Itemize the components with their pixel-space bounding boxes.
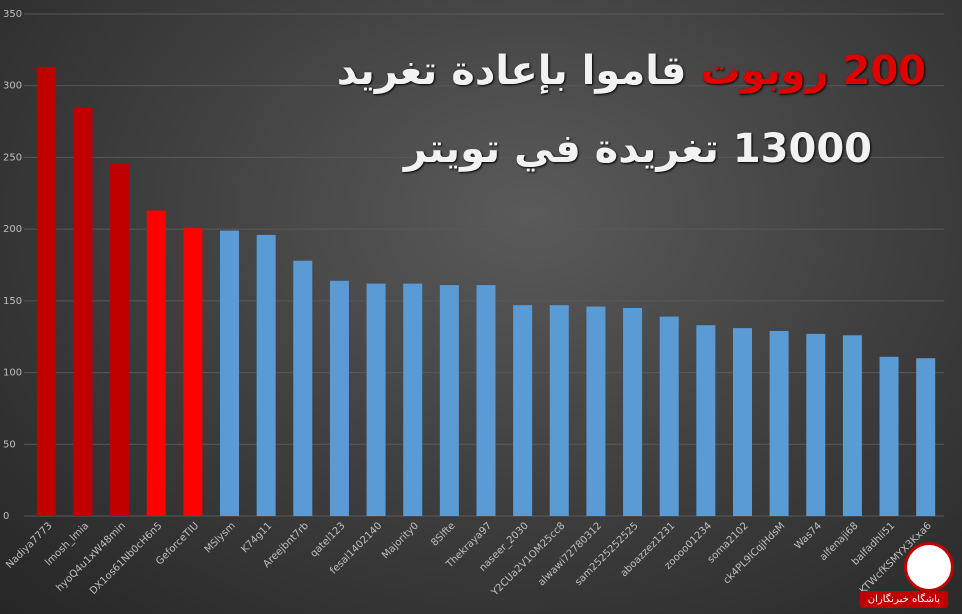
- y-tick-label: 300: [3, 81, 22, 92]
- x-tick-label: DX1os61Nb0cH6n5: [88, 520, 165, 597]
- subtitle: 13000 تغريدة في تويتر: [403, 126, 872, 172]
- bar: [256, 234, 276, 516]
- bar: [806, 333, 826, 516]
- y-tick-label: 0: [3, 511, 9, 522]
- x-tick-label: Majority0: [380, 520, 421, 561]
- bar: [916, 358, 936, 516]
- bar: [366, 283, 386, 516]
- bar: [183, 227, 203, 517]
- y-tick-label: 250: [3, 152, 22, 163]
- x-tick-label: MSlysm: [203, 520, 238, 555]
- bar: [293, 260, 313, 516]
- x-tick-label: hyoQ4u1xW48min: [55, 520, 128, 593]
- x-tick-label: K74g11: [240, 520, 275, 555]
- x-tick-label: sam2525252525: [573, 520, 641, 588]
- bar: [549, 305, 569, 516]
- bar: [36, 67, 56, 516]
- bar: [696, 325, 716, 516]
- bar: [439, 285, 459, 516]
- bar: [879, 356, 899, 516]
- bar: [110, 163, 130, 516]
- bar: [842, 335, 862, 516]
- bar: [403, 283, 423, 516]
- x-tick-label: 8Slfte: [429, 520, 457, 548]
- watermark: باشگاه خبرنگاران: [859, 591, 948, 608]
- bar: [659, 316, 679, 516]
- x-tick-label: qatel123: [308, 520, 347, 559]
- y-tick-label: 350: [3, 9, 22, 20]
- title-highlight: 200 روبوت: [700, 48, 926, 94]
- bar: [586, 306, 606, 516]
- bar: [73, 107, 93, 516]
- bar: [476, 285, 496, 516]
- bar: [146, 210, 166, 517]
- title: 200 روبوت قاموا بإعادة تغريد: [337, 48, 926, 94]
- bar: [623, 308, 643, 516]
- bar: [329, 280, 349, 516]
- logo: [904, 542, 954, 592]
- y-tick-label: 150: [3, 296, 22, 307]
- bar: [769, 330, 789, 516]
- x-tick-label: ck4PL9lCqjHdsM: [721, 520, 787, 586]
- x-tick-label: alwawi72780312: [536, 520, 604, 588]
- y-tick-label: 200: [3, 224, 22, 235]
- bar: [220, 230, 240, 516]
- y-tick-label: 50: [3, 439, 16, 450]
- y-tick-label: 100: [3, 368, 22, 379]
- bar: [732, 328, 752, 516]
- title-text: قاموا بإعادة تغريد: [336, 48, 687, 94]
- bar: [513, 305, 533, 516]
- x-tick-label: Was74: [793, 520, 824, 551]
